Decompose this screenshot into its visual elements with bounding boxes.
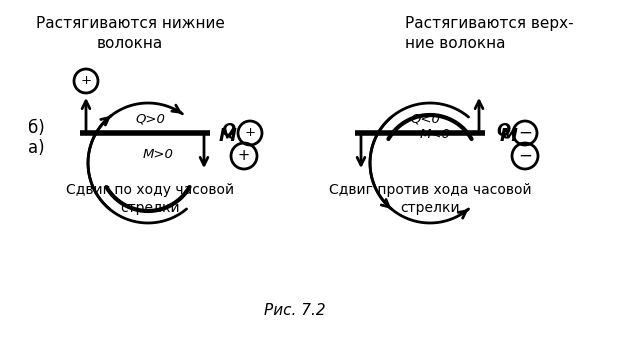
Text: M<0: M<0 [420,128,450,142]
Text: −: − [518,147,532,165]
Text: Сдвиг по ходу часовой
стрелки: Сдвиг по ходу часовой стрелки [66,183,234,215]
Text: Q>0: Q>0 [135,113,165,125]
Text: Q: Q [496,122,510,140]
Text: Сдвиг против хода часовой
стрелки: Сдвиг против хода часовой стрелки [329,183,531,215]
Text: M: M [500,127,518,145]
Text: +: + [244,126,256,140]
Text: Q<0: Q<0 [410,113,440,125]
Text: б): б) [28,119,45,137]
Text: M: M [219,127,237,145]
Text: +: + [238,148,250,164]
Text: M>0: M>0 [142,148,174,162]
Text: Растягиваются нижние
волокна: Растягиваются нижние волокна [36,16,225,51]
Text: Q: Q [221,122,235,140]
Text: −: − [518,124,532,142]
Text: Растягиваются верх-
ние волокна: Растягиваются верх- ние волокна [405,16,574,51]
Text: Рис. 7.2: Рис. 7.2 [264,303,326,318]
Text: а): а) [28,139,45,157]
Text: +: + [80,74,92,88]
